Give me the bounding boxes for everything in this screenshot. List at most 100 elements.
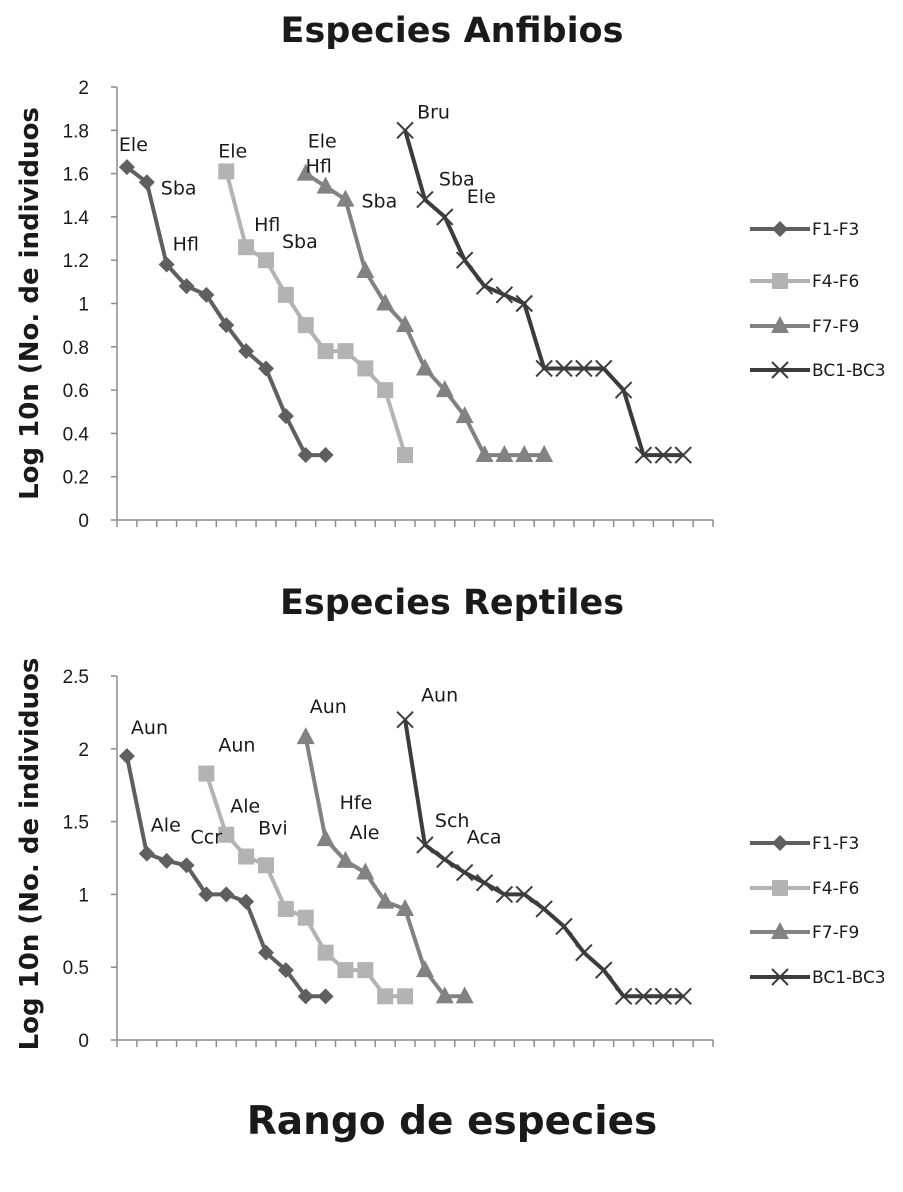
species-annotation: Sba: [161, 177, 197, 199]
species-annotation: Ale: [151, 815, 181, 837]
data-point: [218, 317, 235, 334]
data-point: [377, 988, 394, 1005]
data-point: [674, 446, 692, 464]
data-point: [218, 886, 235, 903]
species-annotation: Ale: [349, 822, 379, 844]
series-f7-f9: [296, 163, 554, 463]
data-point: [397, 447, 414, 464]
data-point: [634, 446, 653, 464]
y-tick-label: 0.8: [63, 338, 89, 359]
data-point: [198, 765, 215, 782]
series-f4-f6: [218, 163, 414, 464]
data-point: [198, 886, 215, 903]
y-tick-label: 0.2: [63, 468, 89, 489]
data-point: [158, 256, 175, 273]
y-tick-label: 2: [78, 740, 89, 761]
data-point: [356, 261, 375, 279]
legend-marker: [771, 361, 789, 379]
species-annotation: Ele: [467, 186, 496, 208]
y-tick-label: 1: [78, 295, 89, 316]
data-point: [396, 710, 414, 729]
y-tick-label: 0.5: [63, 958, 89, 979]
legend-label: F4-F6: [812, 272, 859, 292]
y-tick-label: 2.5: [63, 667, 89, 688]
data-point: [435, 380, 454, 398]
y-tick-label: 0.4: [63, 424, 90, 445]
data-point: [297, 909, 314, 926]
y-axis-label: Log 10n (No. de individuos: [15, 107, 45, 500]
data-point: [415, 960, 434, 978]
y-tick-label: 1.5: [63, 813, 89, 834]
species-annotation: Ele: [308, 131, 337, 153]
series-line: [224, 170, 408, 456]
data-point: [515, 445, 534, 463]
data-point: [317, 944, 334, 961]
data-point: [277, 408, 294, 425]
data-point: [634, 987, 653, 1006]
data-point: [238, 343, 255, 360]
data-point: [455, 863, 474, 882]
data-point: [238, 893, 255, 910]
data-point: [436, 208, 454, 226]
legend-label: F7-F9: [812, 923, 859, 943]
data-point: [277, 900, 294, 917]
species-annotation: Ele: [218, 140, 247, 162]
legend-label: F1-F3: [812, 834, 859, 854]
data-point: [336, 850, 355, 868]
legend: F1-F3 F4-F6 F7-F9 BC1-BC3: [750, 220, 886, 381]
y-tick-label: 0: [78, 511, 89, 532]
data-point: [376, 891, 395, 909]
data-point: [297, 317, 314, 334]
data-point: [555, 917, 573, 936]
series-line: [304, 171, 545, 458]
legend-marker: [771, 968, 789, 986]
y-tick-label: 1.6: [63, 165, 89, 186]
data-point: [396, 121, 414, 140]
y-tick-label: 1.4: [63, 208, 90, 229]
data-point: [555, 359, 573, 378]
data-point: [277, 962, 294, 979]
data-point: [396, 898, 415, 916]
data-point: [475, 445, 494, 463]
species-annotation: Hfl: [254, 214, 280, 236]
data-point: [674, 987, 692, 1006]
y-tick-label: 1.2: [63, 251, 89, 272]
legend: F1-F3 F4-F6 F7-F9 BC1-BC3: [750, 834, 886, 988]
data-point: [316, 176, 335, 194]
data-point: [337, 962, 354, 979]
data-point: [495, 885, 514, 904]
data-point: [575, 943, 593, 962]
legend-label: F7-F9: [812, 317, 859, 337]
data-point: [416, 836, 434, 854]
data-point: [357, 360, 374, 377]
species-annotation: Sba: [439, 169, 475, 191]
data-point: [258, 360, 274, 377]
data-point: [258, 252, 274, 269]
species-annotation: Aun: [421, 685, 458, 707]
data-point: [178, 278, 195, 295]
data-point: [415, 358, 434, 376]
data-point: [376, 293, 395, 311]
data-point: [258, 944, 274, 961]
chart-title: Especies Reptiles: [280, 583, 624, 623]
data-point: [515, 294, 533, 313]
data-point: [475, 874, 494, 892]
chart-panel-1: Especies Anfibios Log 10n (No. de individ…: [15, 11, 886, 532]
data-point: [416, 190, 434, 209]
data-point: [357, 962, 374, 979]
y-tick-label: 0.6: [63, 381, 89, 402]
data-point: [258, 857, 274, 874]
data-point: [297, 988, 314, 1005]
x-axis-label: Rango de especies: [247, 1099, 658, 1144]
data-point: [158, 852, 175, 869]
species-annotation: Ale: [230, 796, 260, 818]
data-point: [535, 900, 553, 918]
data-point: [377, 382, 394, 399]
legend-marker: [772, 273, 788, 289]
legend-marker: [772, 835, 788, 851]
legend-marker: [771, 922, 789, 939]
data-point: [356, 862, 375, 880]
series-f7-f9: [296, 727, 474, 1004]
data-point: [296, 163, 315, 181]
